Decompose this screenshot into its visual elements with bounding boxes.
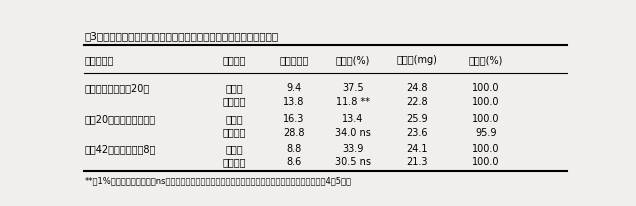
- Text: 23.6: 23.6: [406, 128, 428, 138]
- Text: 22.8: 22.8: [406, 97, 428, 107]
- Text: 21.3: 21.3: [406, 157, 428, 167]
- Text: 100.0: 100.0: [473, 97, 500, 107]
- Text: 中母42　　／北陸穂8号: 中母42 ／北陸穂8号: [85, 144, 156, 154]
- Text: 8.8: 8.8: [286, 144, 301, 154]
- Text: 結実率(%): 結実率(%): [336, 55, 370, 66]
- Text: 授粉頻花数: 授粉頻花数: [279, 55, 308, 66]
- Text: **：1%水準で有意差あり，ns：有意差なし。第三節間で切断。授粉後，水だけで数培。処理個数は各4～5本。: **：1%水準で有意差あり，ns：有意差なし。第三節間で切断。授粉後，水だけで数…: [85, 176, 352, 185]
- Text: ハヤニシキ／福穂20号: ハヤニシキ／福穂20号: [85, 83, 149, 93]
- Text: 28.8: 28.8: [283, 128, 305, 138]
- Text: 100.0: 100.0: [473, 114, 500, 124]
- Text: 100.0: 100.0: [473, 144, 500, 154]
- Text: 95.9: 95.9: [475, 128, 497, 138]
- Text: 従来法: 従来法: [226, 83, 244, 93]
- Text: 従来法: 従来法: [226, 144, 244, 154]
- Text: 100.0: 100.0: [473, 157, 500, 167]
- Text: 100.0: 100.0: [473, 83, 500, 93]
- Text: 発芽率(%): 発芽率(%): [469, 55, 503, 66]
- Text: 25.9: 25.9: [406, 114, 428, 124]
- Text: 交配方法: 交配方法: [223, 55, 247, 66]
- Text: 切除茎法: 切除茎法: [223, 157, 247, 167]
- Text: 9.4: 9.4: [286, 83, 301, 93]
- Text: 福穂20号　／ハヤニシキ: 福穂20号 ／ハヤニシキ: [85, 114, 156, 124]
- Text: 従来法: 従来法: [226, 114, 244, 124]
- Text: 24.1: 24.1: [406, 144, 428, 154]
- Text: 30.5 ns: 30.5 ns: [335, 157, 371, 167]
- Text: 16.3: 16.3: [283, 114, 305, 124]
- Text: 34.0 ns: 34.0 ns: [335, 128, 371, 138]
- Text: 13.4: 13.4: [342, 114, 364, 124]
- Text: 33.9: 33.9: [342, 144, 364, 154]
- Text: 切除茎法: 切除茎法: [223, 128, 247, 138]
- Text: 13.8: 13.8: [283, 97, 305, 107]
- Text: 11.8 **: 11.8 **: [336, 97, 370, 107]
- Text: 種子重(mg): 種子重(mg): [397, 55, 438, 66]
- Text: 37.5: 37.5: [342, 83, 364, 93]
- Text: 交配組合せ: 交配組合せ: [85, 55, 114, 66]
- Text: 表3　従来法（ポットに株上げ）と切除茎授粉法の交配成功率の比較: 表3 従来法（ポットに株上げ）と切除茎授粉法の交配成功率の比較: [85, 31, 279, 41]
- Text: 8.6: 8.6: [286, 157, 301, 167]
- Text: 24.8: 24.8: [406, 83, 428, 93]
- Text: 切除茎法: 切除茎法: [223, 97, 247, 107]
